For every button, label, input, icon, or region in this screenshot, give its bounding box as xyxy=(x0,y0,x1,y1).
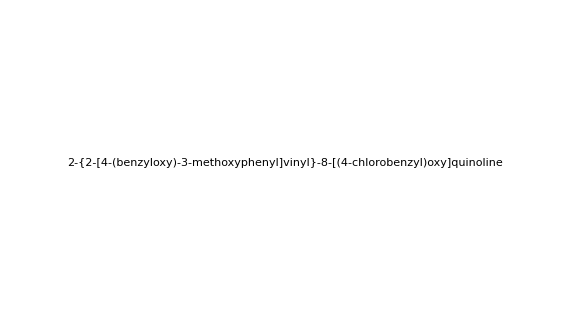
Text: 2-{2-[4-(benzyloxy)-3-methoxyphenyl]vinyl}-8-[(4-chlorobenzyl)oxy]quinoline: 2-{2-[4-(benzyloxy)-3-methoxyphenyl]viny… xyxy=(67,158,504,168)
